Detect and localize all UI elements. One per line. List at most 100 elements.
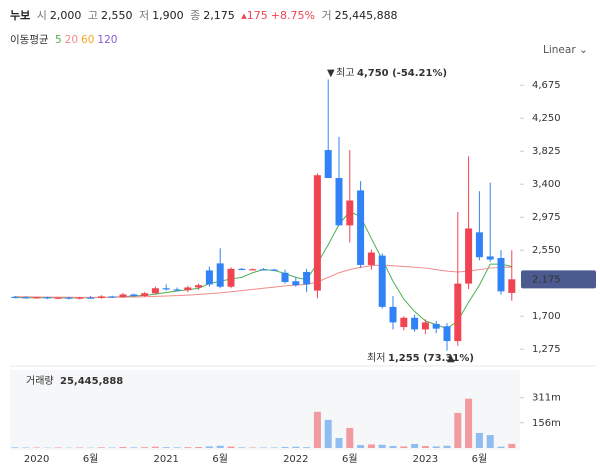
candle-body [475,232,483,258]
ma-line [15,264,512,298]
y-tick-label: 1,700 [532,311,561,322]
scale-selector[interactable]: Linear ⌄ [543,44,588,56]
volume-bar [508,443,516,448]
annotation-label: 최저 [367,352,385,364]
x-tick-label: 6월 [472,453,488,465]
price-tag [521,270,596,289]
candle-body [205,270,213,285]
field-value: 2,550 [101,9,133,22]
candle-body [97,296,105,298]
volume-bar [324,419,332,448]
candle-body [389,306,397,323]
candle-body [421,322,429,330]
y-tick-label: 3,400 [532,179,561,190]
candle-body [367,252,375,265]
candle-body [76,297,84,299]
candle-body [443,326,451,342]
volume-current: 25,445,888 [60,376,123,387]
candle-body [54,297,62,299]
volume-bar [421,446,429,448]
x-tick-label: 2021 [153,454,178,465]
ma-legend-entry: 60 [81,34,95,46]
candle-body [335,178,343,226]
y-tick-label: 156m [532,418,561,429]
x-tick-label: 6월 [342,453,358,465]
candle-body [324,150,332,179]
price-tag-label: 2,175 [532,274,561,285]
volume-bar [335,437,343,448]
volume-bar [465,398,473,448]
x-tick-label: 6월 [212,453,228,465]
x-tick-label: 2022 [283,454,308,465]
candle-body [259,269,267,271]
candle-body [173,289,181,291]
x-tick-label: 2023 [413,454,438,465]
volume-bar [378,444,386,448]
candle-body [313,175,321,291]
candle-body [195,285,203,288]
annotation-text: 4,750 (-54.21%) [357,68,447,79]
candle-body [162,288,170,290]
volume-bar [97,447,105,448]
ma-title: 이동평균 [10,34,49,46]
annotation-label: 최고 [336,67,354,79]
volume-bar [486,435,494,448]
volume-bar [389,446,397,448]
volume-bar [497,446,505,448]
candle-body [22,297,30,299]
candle-body [346,200,354,226]
change-pct: +8.75% [270,9,315,22]
volume-bar [313,411,321,448]
annotation-text: 1,255 (73.31%) [388,353,474,364]
volume-bar [238,447,246,448]
candle-body [141,293,149,297]
candle-body [454,283,462,342]
volume-title: 거래량 [26,375,54,387]
volume-bar [151,446,159,448]
header: 누보 시 2,000 고 2,550 저 1,900 종 2,175 ▴175 +8.75… [10,7,401,23]
candle-body [216,263,224,287]
volume-bar [400,446,408,448]
volume-bar [227,446,235,448]
candle-body [249,269,257,271]
field-value: 2,175 [203,9,235,22]
annotation-marker: ▼ [327,68,335,79]
field-label: 시 [36,9,47,22]
field-value: 1,900 [152,9,184,22]
candle-body [227,268,235,287]
candle-body [357,190,365,265]
volume-bar [292,446,300,448]
volume-bar [367,444,375,448]
ma-legend: 이동평균 5 20 60 120 [10,32,120,47]
candle-body [465,228,473,284]
candle-body [65,297,73,299]
field-value: 2,000 [49,9,82,22]
annotation-marker: ▲ [447,353,455,364]
candle-body [184,287,192,291]
x-tick-label: 2020 [24,454,49,465]
volume-bar [281,447,289,448]
candle-body [432,323,440,329]
volume-bar [141,447,149,448]
field-label: 고 [87,9,98,22]
candle-body [119,294,127,298]
volume-bar [162,447,170,448]
x-tick-label: 6월 [83,453,99,465]
volume-bar [216,445,224,448]
y-tick-label: 4,250 [532,113,561,124]
volume-bar [205,446,213,448]
up-arrow: ▴ [241,9,247,22]
volume-bar [411,443,419,448]
volume-bar [173,447,181,448]
candle-body [378,255,386,307]
candle-body [108,296,116,298]
volume-bar [195,447,203,448]
scale-label[interactable]: Linear [543,44,576,56]
candle-body [497,257,505,292]
volume-bar [184,447,192,448]
y-tick-label: 1,275 [532,344,561,355]
change: 175 [246,9,268,22]
volume-bar [357,445,365,448]
